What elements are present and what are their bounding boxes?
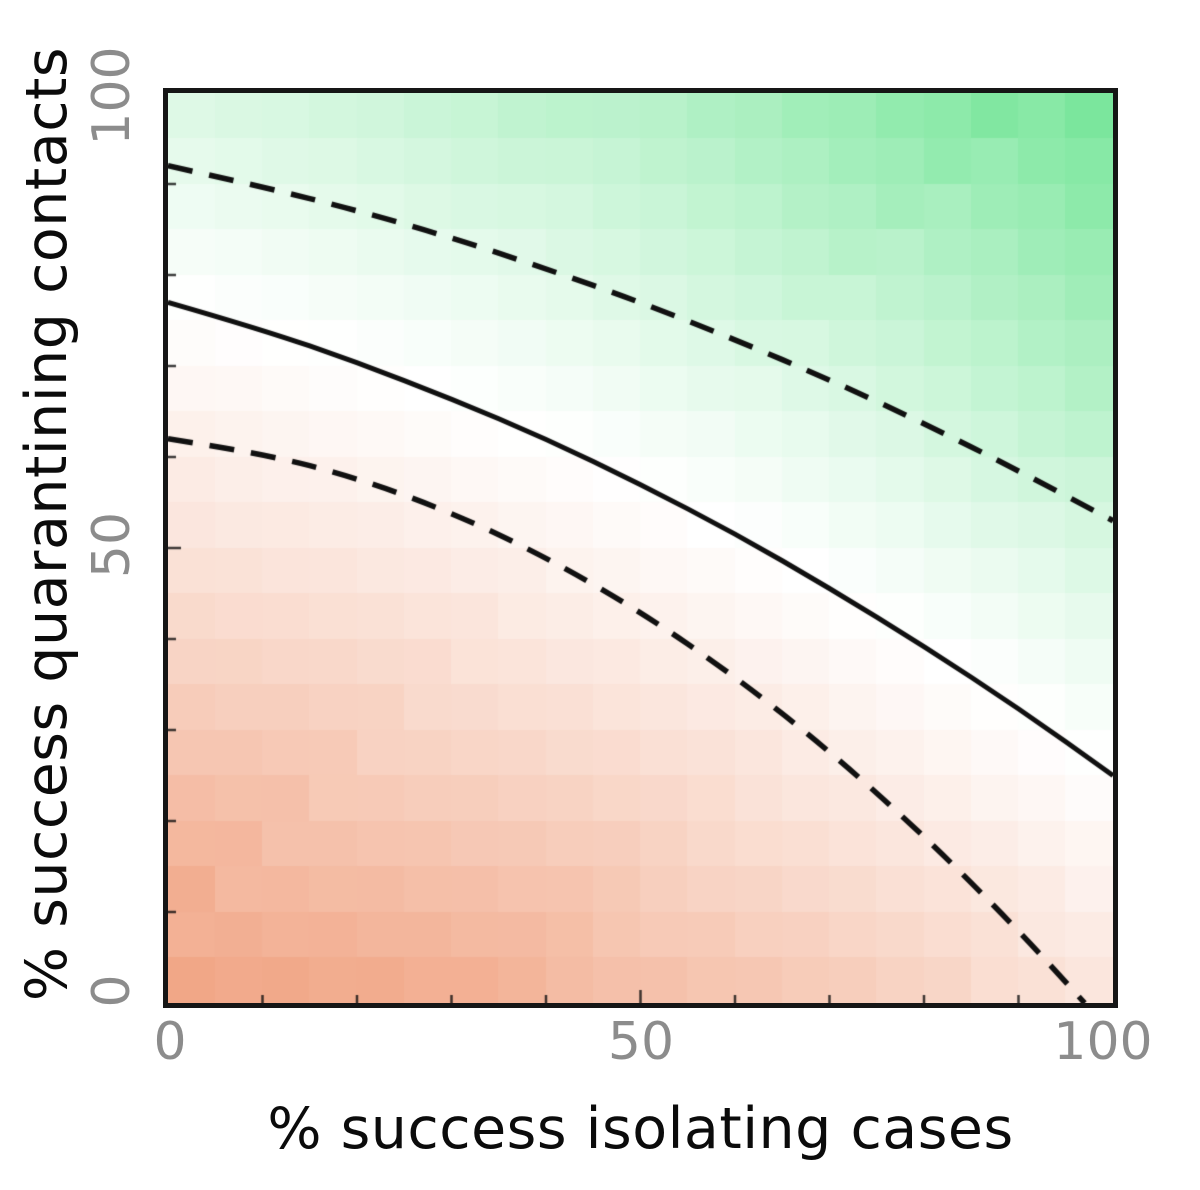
y-tick-label-50: 50: [82, 511, 142, 579]
y-axis-label: % success quarantining contacts: [14, 46, 80, 1002]
plot-area: [163, 88, 1118, 1008]
x-tick-label-100: 100: [1053, 1012, 1153, 1072]
y-tick-label-100: 100: [82, 46, 142, 146]
x-tick-label-50: 50: [607, 1012, 675, 1072]
y-tick-label-0: 0: [82, 974, 142, 1008]
x-axis-label: % success isolating cases: [267, 1096, 1014, 1162]
heatmap-canvas: [168, 93, 1113, 1003]
x-tick-label-0: 0: [153, 1012, 187, 1072]
